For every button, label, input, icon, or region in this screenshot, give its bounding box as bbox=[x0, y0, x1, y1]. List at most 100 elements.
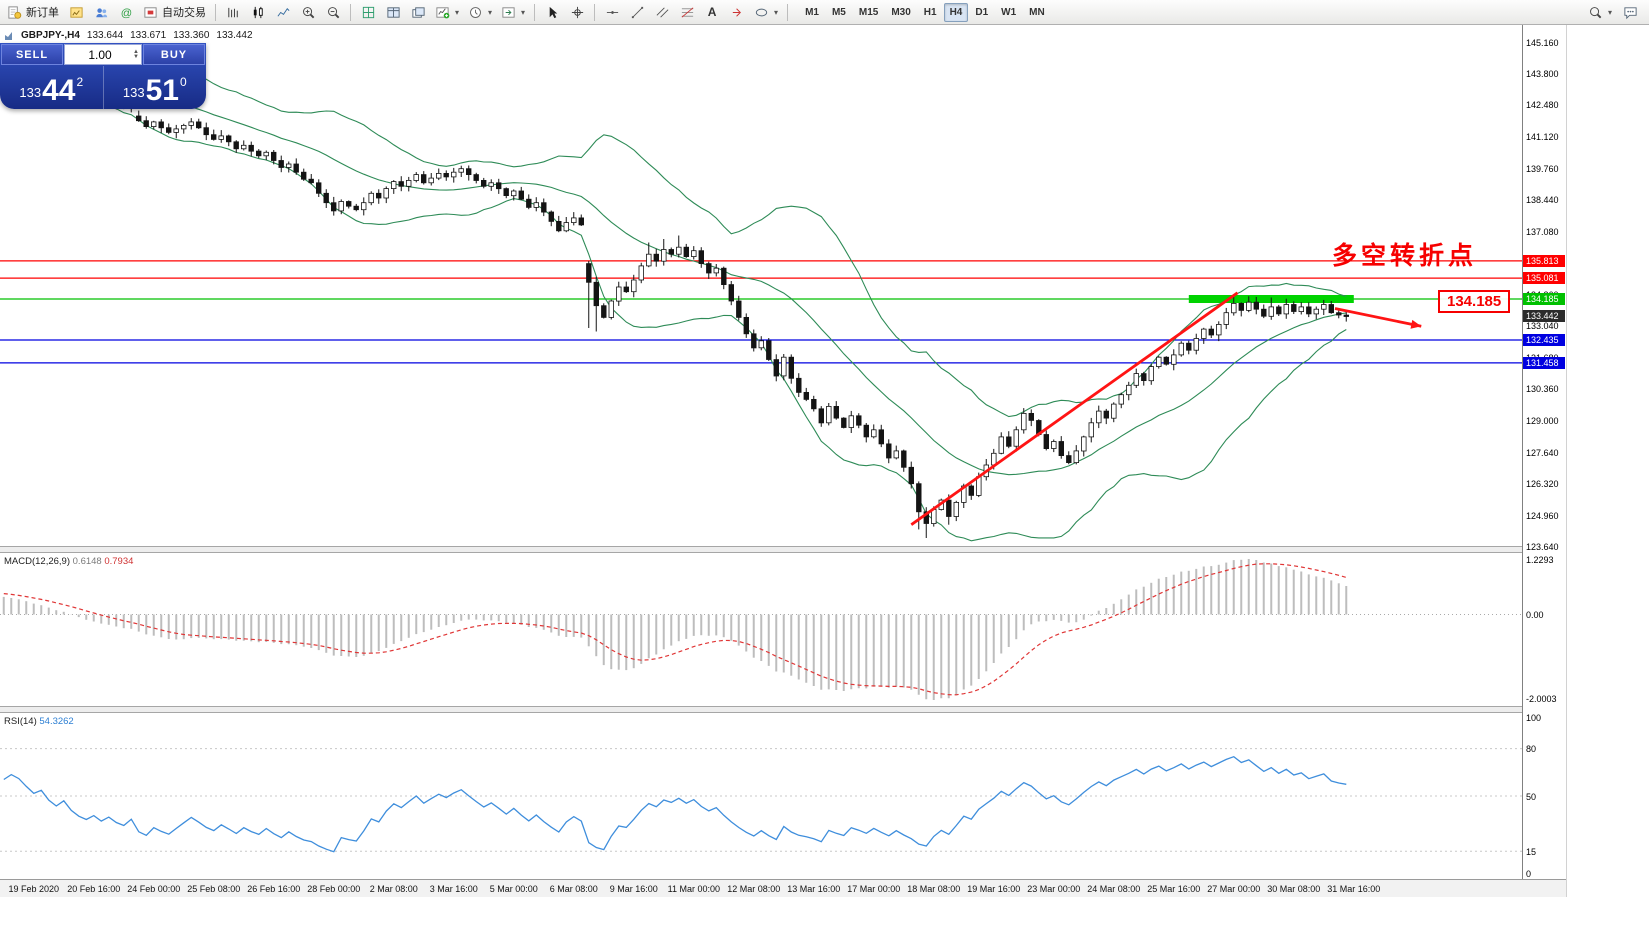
time-axis-label: 17 Mar 00:00 bbox=[847, 884, 901, 894]
bid-integer: 133 bbox=[19, 85, 42, 100]
fibonacci-tool-button[interactable] bbox=[675, 2, 699, 23]
time-axis[interactable]: 19 Feb 2020 20 Feb 16:00 24 Feb 00:00 25 Fe… bbox=[0, 879, 1566, 897]
timeframe-button-M5[interactable]: M5 bbox=[826, 3, 852, 22]
price-axis-label: 138.440 bbox=[1526, 194, 1559, 205]
crosshair-tool-button[interactable] bbox=[565, 2, 589, 23]
timeframe-button-H1[interactable]: H1 bbox=[918, 3, 943, 22]
shapes-tool-button[interactable]: ▾ bbox=[750, 2, 782, 23]
trend-line[interactable] bbox=[910, 291, 1239, 526]
price-level-label: 134.185 bbox=[1523, 293, 1565, 305]
chat-button[interactable] bbox=[1618, 2, 1642, 23]
price-axis[interactable]: 145.160 143.800 142.480 141.120 139.760 138.4… bbox=[1523, 25, 1566, 552]
toolbar-separator bbox=[534, 3, 536, 21]
rsi-axis[interactable]: 100 80 50 15 0 bbox=[1523, 713, 1566, 879]
rsi-axis-label: 80 bbox=[1526, 744, 1537, 755]
line-chart-button[interactable] bbox=[271, 2, 295, 23]
main-chart-svg bbox=[0, 45, 1522, 542]
symbol-info: GBPJPY-,H4 133.644 133.671 133.360 133.4… bbox=[4, 30, 253, 41]
bar-chart-button[interactable] bbox=[221, 2, 245, 23]
grid-icon bbox=[362, 6, 374, 18]
horizontal-line-tool-button[interactable] bbox=[600, 2, 624, 23]
price-axis-column[interactable]: 145.160 143.800 142.480 141.120 139.760 138.4… bbox=[1522, 25, 1566, 897]
macd-axis[interactable]: 1.2293 0.00 -2.0003 bbox=[1523, 553, 1566, 706]
buy-button[interactable]: BUY bbox=[143, 44, 205, 65]
rsi-name: RSI(14) bbox=[4, 716, 37, 727]
zoom-out-button[interactable] bbox=[321, 2, 345, 23]
community-button[interactable]: @ bbox=[114, 2, 138, 23]
time-axis-label: 6 Mar 08:00 bbox=[549, 884, 598, 894]
chart-shift-button[interactable]: ▾ bbox=[497, 2, 529, 23]
volume-stepper[interactable]: ▲ ▼ bbox=[133, 48, 139, 60]
time-axis-label: 2 Mar 08:00 bbox=[369, 884, 418, 894]
trend-arrow-head bbox=[1410, 319, 1422, 329]
time-axis-label: 31 Mar 16:00 bbox=[1327, 884, 1381, 894]
channel-tool-button[interactable] bbox=[650, 2, 674, 23]
text-tool-button[interactable]: A bbox=[700, 2, 724, 23]
volume-down-icon[interactable]: ▼ bbox=[133, 53, 139, 60]
volume-up-icon[interactable]: ▲ bbox=[133, 48, 139, 55]
timeframe-button-D1[interactable]: D1 bbox=[969, 3, 994, 22]
timeframe-button-H4[interactable]: H4 bbox=[943, 2, 969, 22]
bid-main: 44 bbox=[42, 74, 76, 107]
sell-button[interactable]: SELL bbox=[1, 44, 63, 65]
timeframe-button-M1[interactable]: M1 bbox=[799, 3, 825, 22]
search-icon bbox=[1590, 6, 1602, 18]
arrows-tool-button[interactable] bbox=[725, 2, 749, 23]
cascade-windows-button[interactable] bbox=[406, 2, 430, 23]
text-tool-icon: A bbox=[707, 5, 717, 19]
time-axis-label: 11 Mar 00:00 bbox=[667, 884, 720, 894]
price-axis-label: 129.000 bbox=[1526, 416, 1559, 426]
svg-text:@: @ bbox=[120, 7, 131, 19]
timeframe-button-M15[interactable]: M15 bbox=[853, 3, 884, 22]
candlestick-chart-button[interactable] bbox=[246, 2, 270, 23]
price-axis-label: 141.120 bbox=[1526, 132, 1559, 143]
time-axis-label: 23 Mar 00:00 bbox=[1027, 884, 1081, 894]
timeframe-button-M30[interactable]: M30 bbox=[885, 3, 916, 22]
tile-windows-button[interactable] bbox=[381, 2, 405, 23]
profiles-button[interactable]: ▾ bbox=[464, 2, 496, 23]
price-axis-label: 130.360 bbox=[1526, 384, 1559, 395]
chart-workspace: GBPJPY-,H4 133.644 133.671 133.360 133.4… bbox=[0, 25, 1649, 949]
time-axis-label: 26 Feb 16:00 bbox=[247, 884, 301, 894]
volume-input[interactable]: 1.00 ▲ ▼ bbox=[64, 44, 142, 65]
autotrading-label: 自动交易 bbox=[162, 7, 206, 19]
clock-icon bbox=[470, 6, 481, 18]
zoom-in-button[interactable] bbox=[296, 2, 320, 23]
timeframe-button-W1[interactable]: W1 bbox=[995, 3, 1022, 22]
new-chart-button[interactable]: ▾ bbox=[431, 2, 463, 23]
symbol-search-button[interactable]: ▾ bbox=[1584, 2, 1616, 23]
time-axis-label: 5 Mar 00:00 bbox=[489, 884, 538, 894]
trendline-tool-button[interactable] bbox=[625, 2, 649, 23]
annotation-turning-point: 多空转折点 bbox=[1332, 242, 1478, 270]
trend-arrow[interactable] bbox=[1334, 307, 1422, 328]
macd-label: MACD(12,26,9) 0.6148 0.7934 bbox=[4, 556, 133, 567]
macd-value: 0.6148 bbox=[72, 556, 102, 567]
new-order-button[interactable]: 新订单 bbox=[3, 2, 63, 23]
buy-price[interactable]: 133 51 0 bbox=[102, 66, 207, 109]
time-axis-label: 18 Mar 08:00 bbox=[907, 884, 961, 894]
macd-panel[interactable]: MACD(12,26,9) 0.6148 0.7934 bbox=[0, 553, 1522, 706]
price-axis-label: 139.760 bbox=[1526, 164, 1559, 174]
contacts-button[interactable] bbox=[89, 2, 113, 23]
autotrading-button[interactable]: 自动交易 bbox=[139, 2, 210, 23]
sell-price[interactable]: 133 44 2 bbox=[0, 66, 103, 109]
price-callout: 134.185 bbox=[1438, 290, 1511, 313]
price-level-label: 132.435 bbox=[1523, 334, 1565, 346]
panel-splitter[interactable] bbox=[0, 546, 1566, 553]
dropdown-caret: ▾ bbox=[1607, 7, 1612, 17]
main-chart-panel[interactable]: GBPJPY-,H4 133.644 133.671 133.360 133.4… bbox=[0, 25, 1522, 546]
auto-arrange-button[interactable] bbox=[356, 2, 380, 23]
bottom-filler bbox=[0, 897, 1649, 949]
ohlc-low: 133.360 bbox=[173, 30, 210, 41]
rsi-panel[interactable]: RSI(14) 54.3262 bbox=[0, 713, 1522, 879]
volume-value[interactable]: 1.00 bbox=[88, 47, 112, 62]
cursor-tool-button[interactable] bbox=[540, 2, 564, 23]
chart-window-button[interactable] bbox=[64, 2, 88, 23]
timeframe-button-MN[interactable]: MN bbox=[1023, 3, 1051, 22]
time-axis-label: 30 Mar 08:00 bbox=[1267, 884, 1321, 894]
timeframe-toolbar: M1 M5 M15 M30 H1 H4 D1 W1 MN bbox=[799, 2, 1051, 22]
panel-splitter[interactable] bbox=[0, 706, 1566, 713]
toolbar-separator bbox=[350, 3, 351, 21]
dropdown-caret: ▾ bbox=[774, 7, 779, 17]
ask-main: 51 bbox=[145, 74, 179, 107]
